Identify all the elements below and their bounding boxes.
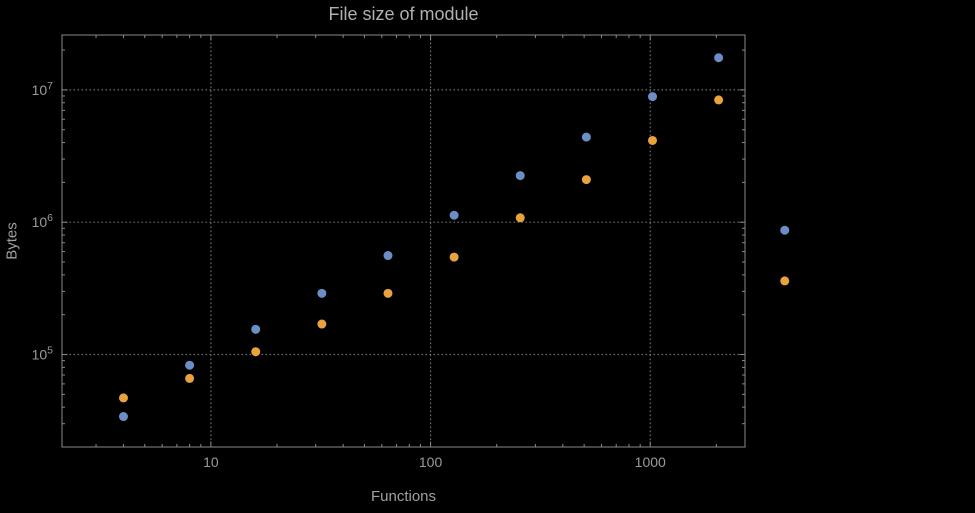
data-point-series-2	[251, 347, 261, 357]
data-point-series-1	[383, 251, 393, 261]
x-tick-label: 100	[419, 454, 443, 470]
data-point-series-2	[317, 319, 327, 329]
chart-title: File size of module	[328, 4, 479, 24]
data-point-series-1	[515, 171, 525, 181]
y-tick-label: 106	[32, 212, 54, 230]
data-point-series-2	[383, 288, 393, 298]
data-point-series-2	[714, 95, 724, 105]
x-tick-label: 10	[203, 454, 219, 470]
x-tick-label: 1000	[635, 454, 666, 470]
data-point-series-2	[780, 276, 790, 286]
plot-frame	[61, 34, 746, 448]
data-point-series-1	[185, 360, 195, 370]
data-point-series-1	[251, 324, 261, 334]
y-tick-label: 105	[32, 345, 54, 363]
data-point-series-2	[581, 175, 591, 185]
data-point-series-1	[118, 412, 128, 422]
data-point-series-1	[317, 288, 327, 298]
data-point-series-1	[581, 132, 591, 142]
data-point-series-2	[515, 213, 525, 223]
data-point-series-2	[185, 373, 195, 383]
data-point-series-1	[714, 53, 724, 63]
data-point-series-2	[118, 393, 128, 403]
y-tick-label: 107	[32, 80, 54, 98]
data-point-series-1	[449, 210, 459, 220]
data-point-series-1	[648, 92, 658, 102]
data-point-series-1	[780, 225, 790, 235]
x-axis-label: Functions	[370, 488, 437, 505]
data-point-series-2	[449, 252, 459, 262]
data-point-series-2	[648, 135, 658, 145]
